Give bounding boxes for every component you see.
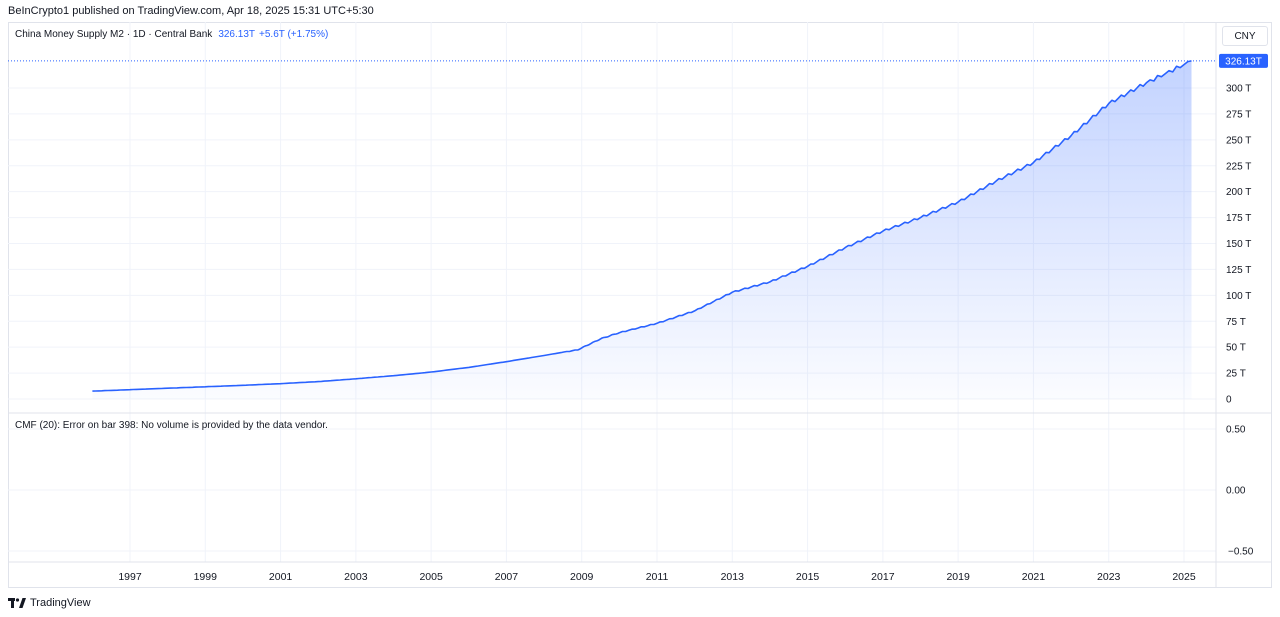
- legend-symbol-title: China Money Supply M2 · 1D · Central Ban…: [15, 29, 213, 40]
- x-tick-label: 2021: [1022, 571, 1046, 583]
- x-tick-label: 2023: [1097, 571, 1121, 583]
- x-tick-label: 2025: [1172, 571, 1196, 583]
- x-tick-label: 2009: [570, 571, 594, 583]
- x-tick-label: 2019: [946, 571, 970, 583]
- y-tick-label: 0: [1226, 395, 1232, 406]
- x-tick-label: 1997: [118, 571, 142, 583]
- y-tick-label: 50 T: [1226, 343, 1246, 354]
- x-tick-label: 2001: [269, 571, 293, 583]
- x-tick-label: 2005: [419, 571, 443, 583]
- y-tick-label: 225 T: [1226, 161, 1251, 172]
- y-tick-label: 200 T: [1226, 187, 1251, 198]
- x-tick-label: 2007: [495, 571, 519, 583]
- y-tick-label: 300 T: [1226, 84, 1251, 95]
- last-price-tag: 326.13T: [1219, 53, 1268, 68]
- y-tick-label: 250 T: [1226, 135, 1251, 146]
- tradingview-logo-text: TradingView: [30, 597, 91, 609]
- price-axis-ticks: 0 25 T 50 T 75 T 100 T 125 T 150 T 175 T 200 T 22…: [1226, 84, 1251, 406]
- y-tick-label: 275 T: [1226, 109, 1251, 120]
- m2-series-line[interactable]: [92, 60, 1192, 392]
- last-price-tag-text: 326.13T: [1225, 56, 1262, 67]
- x-tick-label: 2013: [721, 571, 745, 583]
- legend-change: +5.6T (+1.75%): [259, 29, 329, 40]
- tradingview-logo[interactable]: TradingView: [8, 597, 91, 609]
- x-tick-label: 1999: [194, 571, 218, 583]
- cmf-tick-label: 0.00: [1226, 486, 1246, 497]
- cmf-axis-ticks: 0.50 0.00 −0.50: [1226, 425, 1254, 558]
- currency-button[interactable]: CNY: [1222, 26, 1268, 46]
- tradingview-logo-icon: [8, 598, 26, 608]
- legend-last-value: 326.13T: [218, 29, 256, 40]
- time-axis-ticks: 1997 1999 2001 2003 2005 2007 2009 2011 2013 2015…: [118, 571, 1196, 583]
- chart-frame: [8, 22, 1272, 588]
- cmf-tick-label: −0.50: [1228, 547, 1254, 558]
- y-tick-label: 125 T: [1226, 265, 1251, 276]
- x-tick-label: 2015: [796, 571, 820, 583]
- y-tick-label: 150 T: [1226, 239, 1251, 250]
- y-tick-label: 175 T: [1226, 213, 1251, 224]
- x-tick-label: 2011: [646, 571, 669, 583]
- m2-area-fill: [92, 60, 1192, 400]
- y-tick-label: 25 T: [1226, 369, 1246, 380]
- series-legend[interactable]: China Money Supply M2 · 1D · Central Ban…: [15, 29, 328, 40]
- y-tick-label: 75 T: [1226, 317, 1246, 328]
- x-tick-label: 2017: [871, 571, 895, 583]
- y-tick-label: 100 T: [1226, 291, 1251, 302]
- publisher-text: BeInCrypto1 published on TradingView.com…: [8, 5, 374, 17]
- cmf-indicator-label: CMF (20): Error on bar 398: No volume is…: [15, 420, 328, 431]
- x-tick-label: 2003: [344, 571, 368, 583]
- cmf-tick-label: 0.50: [1226, 425, 1246, 436]
